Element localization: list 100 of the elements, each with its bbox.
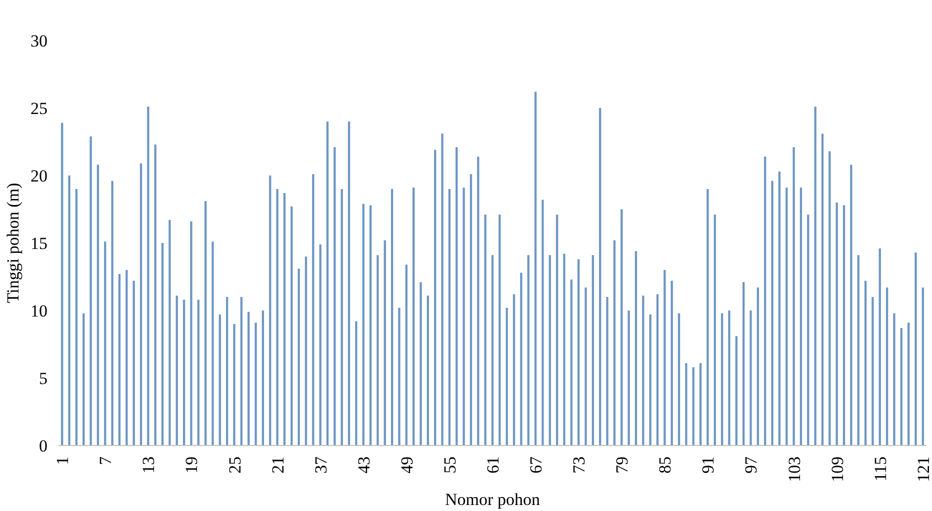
bar [512,294,516,446]
bar [477,156,480,446]
bar [269,176,272,446]
bar [233,324,236,446]
bar [750,310,752,446]
bar [118,274,121,446]
bar [104,242,106,446]
bar [613,240,616,446]
bar [699,363,702,446]
x-tick-label: 37 [311,456,330,474]
x-tick-label: 1 [53,456,72,465]
bar [61,122,64,446]
x-tick-label: 21 [268,456,288,474]
bar [426,296,430,446]
bar [850,164,852,446]
bar [828,151,831,446]
bar [240,297,242,446]
x-tick-label: 43 [354,456,374,474]
bar [506,308,508,446]
bar [914,252,917,446]
bar [872,297,874,446]
bar [893,313,896,446]
bar [599,108,602,446]
bar [670,280,673,446]
bar [714,214,716,446]
bar [398,308,400,446]
bar [685,363,688,446]
bar [771,180,774,446]
bar [886,288,888,446]
bar [376,255,379,446]
bar [649,314,652,446]
bar [842,205,846,446]
bar [420,282,422,446]
bar [814,106,816,446]
bar [362,204,364,446]
y-tick-label: 5 [39,369,48,388]
bar [154,144,156,446]
bar [254,322,257,446]
bar [900,328,902,446]
bar [176,296,178,446]
bar [857,255,860,446]
x-tick-label: 73 [570,456,589,474]
bar [168,220,171,446]
bar [147,106,150,446]
bar [90,136,92,446]
bar [283,193,286,446]
bar [470,174,472,446]
bar [111,180,114,446]
bar [606,297,608,446]
bar [584,288,587,446]
y-tick-label: 10 [30,302,48,320]
x-tick-label: 109 [828,456,847,482]
bar [907,322,910,446]
bar [298,268,300,446]
bar [556,214,558,446]
bar [527,255,530,446]
bar [248,312,250,446]
bar [434,150,436,446]
bar [204,201,207,446]
x-tick-label: 55 [440,456,460,474]
bar [197,300,200,446]
bar [548,255,551,446]
bar [678,313,680,446]
bar [878,248,881,446]
bar [836,202,838,446]
bar [312,174,314,446]
x-tick-label: 85 [656,456,675,474]
bar [369,205,372,446]
bar [664,270,666,446]
bar [642,296,644,446]
bar [82,313,85,446]
bar [441,134,444,446]
bar [276,189,278,446]
bar [570,279,572,446]
x-tick-label: 7 [96,456,116,465]
bar [634,251,638,446]
bar [592,255,594,446]
bar [262,310,264,446]
bar [448,189,451,446]
bar [735,336,738,446]
bar [132,280,135,446]
bar [96,164,100,446]
bar [290,206,293,446]
bar [190,221,192,446]
bar [578,259,580,446]
bar [348,122,350,446]
bar [656,294,659,446]
bar [68,176,70,446]
y-tick-label: 25 [30,99,48,118]
bar [319,244,322,446]
x-tick-label: 97 [742,456,761,474]
bar [334,147,336,446]
bar [390,189,394,446]
bar [807,214,810,446]
bar [620,209,623,446]
x-tick-label: 91 [698,456,718,474]
bar [706,189,709,446]
bar [756,288,759,446]
bar [212,242,214,446]
bar [728,310,730,446]
